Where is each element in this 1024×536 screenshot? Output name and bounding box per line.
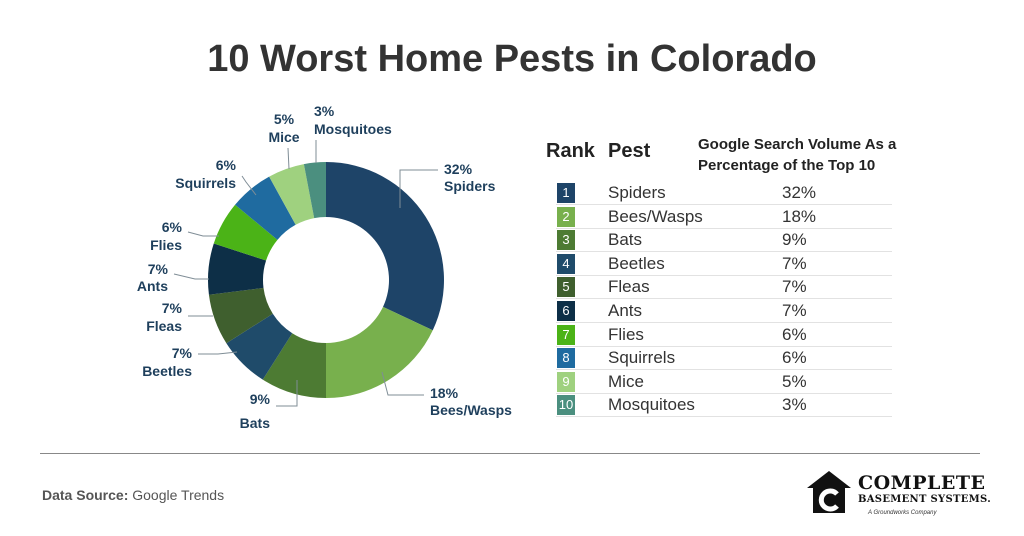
leader-bats bbox=[276, 380, 298, 407]
slice-mosquitoes bbox=[303, 162, 326, 219]
slice-value-label-spiders: 32% bbox=[444, 161, 473, 177]
leader-mice bbox=[287, 147, 290, 170]
search-volume-value: 9% bbox=[782, 230, 807, 250]
header-search-volume: Google Search Volume As a Percentage of … bbox=[698, 136, 897, 174]
table-row: 1 Spiders 32% bbox=[556, 180, 892, 205]
slice-category-label-mosquitoes: Mosquitoes bbox=[314, 121, 392, 137]
rank-badge: 8 bbox=[557, 348, 575, 369]
pest-name: Bees/Wasps bbox=[608, 206, 703, 226]
rank-badge: 2 bbox=[557, 206, 575, 227]
leader-flies bbox=[187, 231, 219, 237]
table-row: 5 Fleas 7% bbox=[556, 274, 892, 300]
company-logo: COMPLETE BASEMENT SYSTEMS. A Groundworks… bbox=[806, 468, 996, 524]
search-volume-value: 3% bbox=[782, 395, 807, 415]
slice-squirrels bbox=[235, 176, 296, 240]
slice-bees-wasps bbox=[326, 306, 433, 398]
slice-category-label-squirrels: Squirrels bbox=[175, 175, 236, 191]
table-row: 9 Mice 5% bbox=[556, 369, 892, 394]
slice-flies bbox=[213, 204, 278, 261]
rank-badge: 3 bbox=[557, 230, 575, 251]
slice-category-label-bats: Bats bbox=[240, 415, 271, 431]
leader-beetles bbox=[198, 351, 238, 355]
pest-name: Mosquitoes bbox=[608, 395, 695, 415]
logo-tagline: A Groundworks Company bbox=[868, 510, 937, 516]
slice-beetles bbox=[226, 313, 293, 380]
label-leaders bbox=[173, 140, 438, 407]
donut-chart: 32%Spiders 18%Bees/Wasps 9% Bats 7% Beetles 7%… bbox=[137, 103, 512, 431]
slice-labels: 32%Spiders 18%Bees/Wasps 9% Bats 7% Beetles 7%… bbox=[137, 103, 512, 431]
table-row: 2 Bees/Wasps 18% bbox=[556, 204, 892, 229]
slice-category-label-beetles: Beetles bbox=[142, 363, 192, 379]
slice-value-label-fleas: 7% bbox=[162, 300, 183, 316]
slice-fleas bbox=[208, 287, 273, 344]
search-volume-value: 7% bbox=[782, 253, 807, 273]
pest-name: Bats bbox=[608, 230, 643, 250]
donut-slices bbox=[208, 162, 444, 398]
slice-bats bbox=[262, 333, 326, 398]
slice-category-label-bees-wasps: Bees/Wasps bbox=[430, 402, 512, 418]
rank-badge: 7 bbox=[557, 324, 575, 345]
slice-value-label-squirrels: 6% bbox=[216, 157, 237, 173]
logo-wordmark-line2: BASEMENT SYSTEMS. bbox=[858, 494, 991, 505]
slice-value-label-ants: 7% bbox=[148, 261, 169, 277]
leader-spiders bbox=[399, 169, 438, 208]
data-source: Data Source: Google Trends bbox=[42, 487, 224, 503]
rank-badge: 5 bbox=[557, 277, 575, 298]
slice-category-label-mice: Mice bbox=[268, 129, 299, 145]
slice-value-label-mosquitoes: 3% bbox=[314, 103, 335, 119]
pest-name: Fleas bbox=[608, 277, 650, 297]
rank-badge: 10 bbox=[557, 395, 575, 416]
search-volume-value: 5% bbox=[782, 371, 807, 391]
search-volume-value: 7% bbox=[782, 277, 807, 297]
pest-name: Ants bbox=[608, 301, 643, 320]
leader-ants bbox=[173, 273, 209, 280]
header-rank: Rank bbox=[546, 140, 595, 162]
data-source-value: Google Trends bbox=[132, 487, 225, 503]
slice-value-label-bats: 9% bbox=[250, 391, 271, 407]
slice-value-label-bees-wasps: 18% bbox=[430, 385, 459, 401]
table-row: 4 Beetles 7% bbox=[556, 251, 892, 276]
pest-name: Spiders bbox=[608, 183, 666, 202]
search-volume-value: 6% bbox=[782, 348, 807, 368]
header-pest: Pest bbox=[608, 140, 651, 162]
slice-value-label-mice: 5% bbox=[274, 111, 295, 127]
search-volume-value: 7% bbox=[782, 301, 807, 320]
table-row: 3 Bats 9% bbox=[556, 227, 892, 253]
rank-badge: 4 bbox=[557, 253, 575, 274]
slice-value-label-beetles: 7% bbox=[172, 345, 193, 361]
search-volume-value: 18% bbox=[782, 206, 817, 226]
pest-name: Mice bbox=[608, 371, 644, 391]
rank-badge: 9 bbox=[557, 371, 575, 392]
slice-category-label-fleas: Fleas bbox=[146, 318, 182, 334]
data-source-label: Data Source: bbox=[42, 487, 129, 503]
logo-wordmark-line1: COMPLETE bbox=[858, 472, 986, 494]
rank-badge: 6 bbox=[557, 301, 575, 321]
slice-category-label-ants: Ants bbox=[137, 278, 168, 294]
slice-category-label-flies: Flies bbox=[150, 237, 182, 253]
footer-divider bbox=[40, 453, 980, 454]
pest-name: Squirrels bbox=[608, 348, 676, 368]
leader-bees-wasps bbox=[381, 371, 424, 396]
page-title: 10 Worst Home Pests in Colorado bbox=[207, 38, 817, 80]
table-row: 7 Flies 6% bbox=[556, 322, 892, 347]
house-c-logo-icon bbox=[807, 471, 851, 513]
slice-mice bbox=[269, 164, 315, 225]
search-volume-value: 32% bbox=[782, 183, 817, 202]
pest-name: Flies bbox=[608, 324, 644, 344]
rank-badge: 1 bbox=[557, 183, 575, 203]
pest-name: Beetles bbox=[608, 253, 665, 273]
table-row: 10 Mosquitoes 3% bbox=[556, 392, 892, 418]
table-row: 8 Squirrels 6% bbox=[556, 345, 892, 371]
slice-value-label-flies: 6% bbox=[162, 219, 183, 235]
leader-squirrels bbox=[241, 175, 257, 196]
slice-ants bbox=[208, 243, 267, 295]
slice-spiders bbox=[326, 162, 444, 331]
table-row: 6 Ants 7% bbox=[556, 298, 892, 323]
slice-category-label-spiders: Spiders bbox=[444, 178, 496, 194]
search-volume-value: 6% bbox=[782, 324, 807, 344]
